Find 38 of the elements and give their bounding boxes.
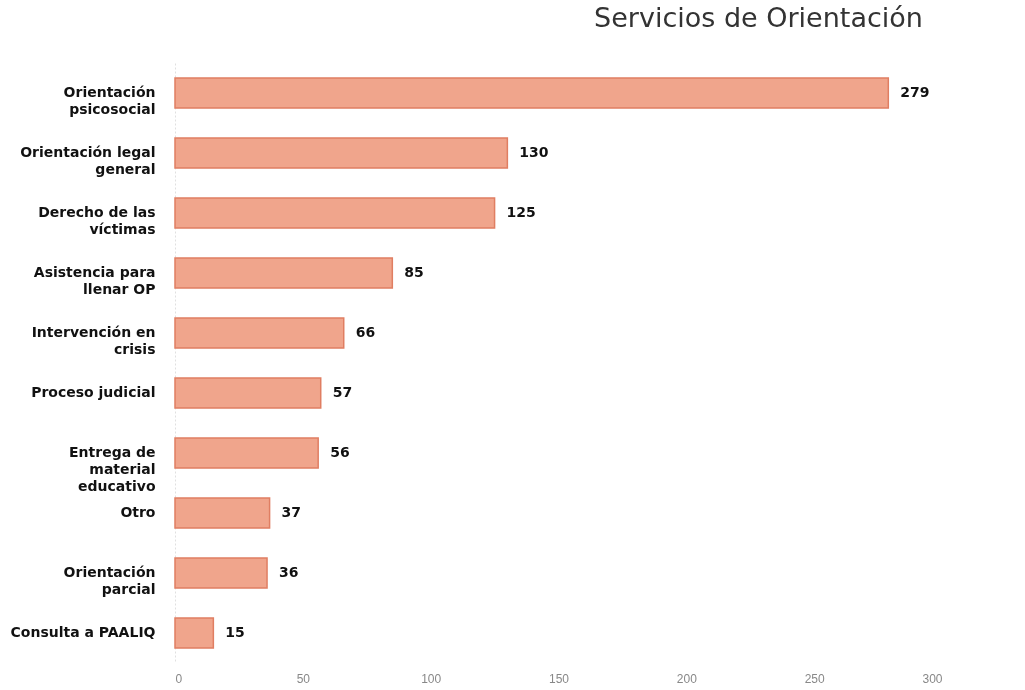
- x-tick-label: 100: [421, 671, 442, 686]
- bar: [174, 377, 322, 409]
- y-tick-label: Consulta a PAALIQ: [10, 624, 156, 640]
- x-tick-label: 0: [175, 671, 183, 686]
- x-tick-label: 300: [922, 671, 943, 686]
- x-tick-label: 150: [548, 671, 570, 686]
- bar: [174, 557, 268, 589]
- data-label: 37: [281, 504, 302, 520]
- data-label: 36: [279, 564, 299, 580]
- y-tick-label: Entrega de material educativo: [69, 444, 156, 494]
- data-label: 85: [404, 264, 424, 280]
- y-tick-label: Proceso judicial: [31, 384, 156, 400]
- bar: [174, 317, 345, 349]
- y-tick-label: Orientación parcial: [63, 564, 156, 597]
- y-tick-label: Orientación psicosocial: [63, 84, 156, 117]
- data-label: 279: [900, 84, 930, 100]
- y-tick-label: Derecho de las víctimas: [38, 204, 156, 237]
- bar: [174, 77, 890, 109]
- bar: [174, 437, 319, 469]
- y-tick-label: Orientación legal general: [20, 144, 156, 177]
- x-tick-label: 200: [676, 671, 698, 686]
- bar: [174, 197, 496, 229]
- data-label: 130: [519, 144, 549, 160]
- chart-title: Servicios de Orientación: [594, 2, 923, 33]
- bar: [174, 617, 215, 649]
- y-tick-label: Asistencia para llenar OP: [33, 264, 156, 297]
- bar: [174, 137, 509, 169]
- data-label: 57: [332, 384, 353, 400]
- data-label: 15: [225, 624, 245, 640]
- y-tick-label: Intervención en crisis: [31, 324, 156, 357]
- data-label: 56: [330, 444, 350, 460]
- bar: [174, 257, 394, 289]
- x-tick-label: 250: [804, 671, 825, 686]
- bar: [174, 497, 271, 529]
- y-tick-label: Otro: [120, 504, 156, 520]
- data-label: 66: [355, 324, 376, 340]
- data-label: 125: [506, 204, 536, 220]
- x-tick-label: 50: [296, 671, 311, 686]
